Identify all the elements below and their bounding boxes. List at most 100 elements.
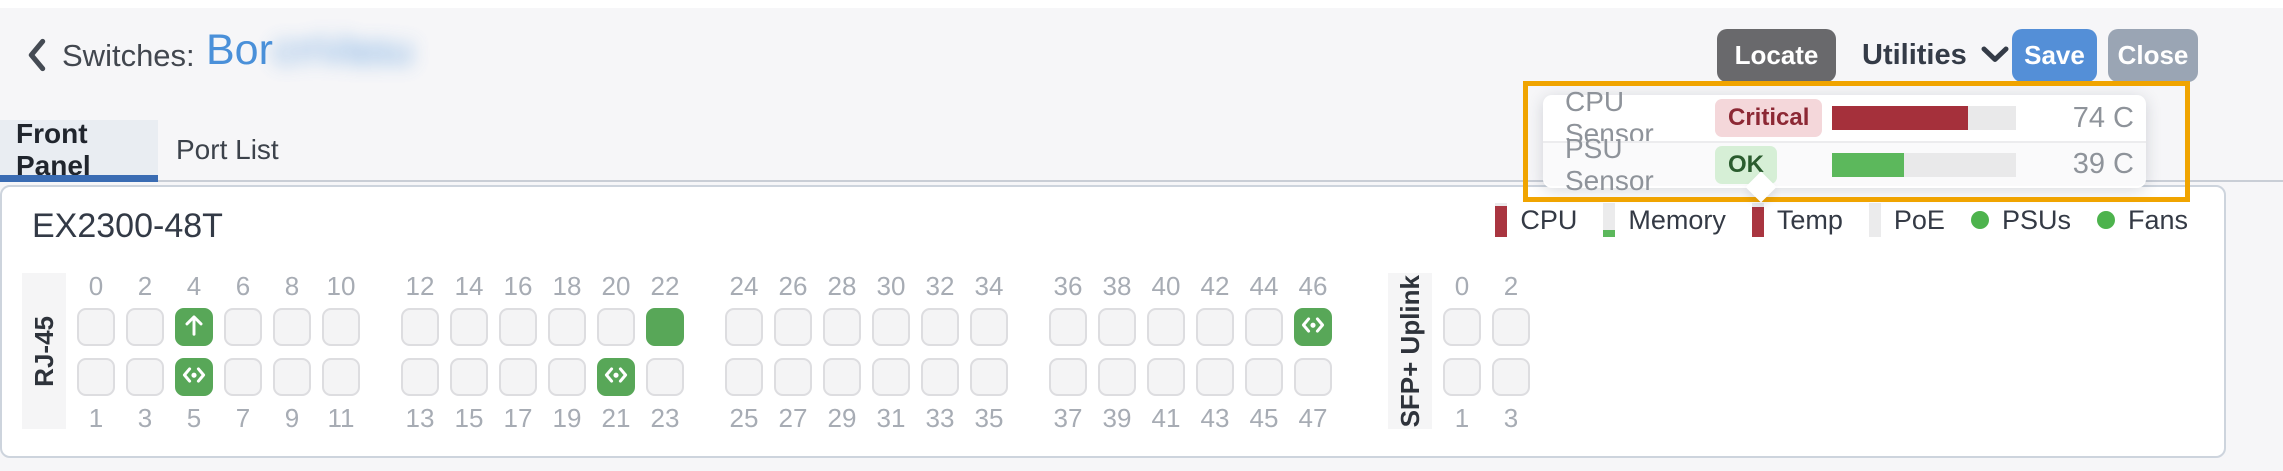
tab-front-panel[interactable]: Front Panel [0, 118, 158, 182]
rj45-port-11[interactable] [322, 358, 360, 396]
rj45-port-12[interactable] [401, 308, 439, 346]
legend-item-poe[interactable]: PoE [1868, 203, 1945, 237]
rj45-port-23[interactable] [646, 358, 684, 396]
port-number: 31 [876, 403, 906, 433]
rj45-port-25[interactable] [725, 358, 763, 396]
port-number: 1 [88, 403, 104, 433]
rj45-port-27[interactable] [774, 358, 812, 396]
port-number: 20 [601, 271, 631, 301]
rj45-port-20[interactable] [597, 308, 635, 346]
port-number: 38 [1102, 271, 1132, 301]
rj45-port-9[interactable] [273, 358, 311, 396]
port-number: 29 [827, 403, 857, 433]
top-strip [0, 0, 2283, 8]
port-number: 39 [1102, 403, 1132, 433]
rj45-port-2[interactable] [126, 308, 164, 346]
rj45-port-32[interactable] [921, 308, 959, 346]
rj45-port-30[interactable] [872, 308, 910, 346]
rj45-port-13[interactable] [401, 358, 439, 396]
port-number: 13 [405, 403, 435, 433]
rj45-port-43[interactable] [1196, 358, 1234, 396]
port-number: 0 [88, 271, 104, 301]
port-column: 10 11 [322, 273, 360, 431]
port-number: 3 [137, 403, 153, 433]
rj45-port-41[interactable] [1147, 358, 1185, 396]
port-number: 43 [1200, 403, 1230, 433]
sfp-port-3[interactable] [1492, 358, 1530, 396]
rj45-port-17[interactable] [499, 358, 537, 396]
port-column: 14 15 [450, 273, 488, 431]
rj45-port-18[interactable] [548, 308, 586, 346]
rj45-port-16[interactable] [499, 308, 537, 346]
back-button[interactable] [24, 38, 50, 72]
locate-button[interactable]: Locate [1717, 29, 1836, 82]
rj45-port-6[interactable] [224, 308, 262, 346]
rj45-port-39[interactable] [1098, 358, 1136, 396]
tab-port-list[interactable]: Port List [176, 134, 279, 165]
port-column: 16 17 [499, 273, 537, 431]
rj45-port-24[interactable] [725, 308, 763, 346]
rj45-port-26[interactable] [774, 308, 812, 346]
sfp-port-0[interactable] [1443, 308, 1481, 346]
status-dot-icon [2096, 211, 2115, 229]
port-number: 1 [1454, 403, 1470, 433]
rj45-port-40[interactable] [1147, 308, 1185, 346]
close-button[interactable]: Close [2108, 29, 2198, 82]
port-column: 22 23 [646, 273, 684, 431]
rj45-port-3[interactable] [126, 358, 164, 396]
legend-item-temp[interactable]: Temp [1751, 203, 1843, 237]
rj45-port-19[interactable] [548, 358, 586, 396]
legend-item-psus[interactable]: PSUs [1970, 205, 2071, 236]
rj45-port-46[interactable] [1294, 308, 1332, 346]
rj45-port-14[interactable] [450, 308, 488, 346]
rj45-port-44[interactable] [1245, 308, 1283, 346]
rj45-port-36[interactable] [1049, 308, 1087, 346]
sfp-port-1[interactable] [1443, 358, 1481, 396]
port-number: 4 [186, 271, 202, 301]
port-column: 30 31 [872, 273, 910, 431]
port-number: 35 [974, 403, 1004, 433]
rj45-port-31[interactable] [872, 358, 910, 396]
legend-item-memory[interactable]: Memory [1603, 203, 1726, 237]
legend-item-cpu[interactable]: CPU [1495, 203, 1577, 237]
legend-item-fans[interactable]: Fans [2096, 205, 2188, 236]
rj45-port-0[interactable] [77, 308, 115, 346]
rj45-port-7[interactable] [224, 358, 262, 396]
port-number: 37 [1053, 403, 1083, 433]
rj45-port-45[interactable] [1245, 358, 1283, 396]
gauge-bar-icon [1603, 203, 1616, 237]
port-number: 19 [552, 403, 582, 433]
port-number: 6 [235, 271, 251, 301]
gauge-bar-icon [1868, 203, 1881, 237]
utilities-menu-button[interactable]: Utilities [1862, 29, 2009, 82]
rj45-port-42[interactable] [1196, 308, 1234, 346]
switch-model-title: EX2300-48T [32, 207, 223, 245]
save-button[interactable]: Save [2012, 29, 2097, 82]
legend-label: CPU [1520, 204, 1578, 235]
rj45-port-35[interactable] [970, 358, 1008, 396]
rj45-port-28[interactable] [823, 308, 861, 346]
rj45-port-15[interactable] [450, 358, 488, 396]
rj45-port-37[interactable] [1049, 358, 1087, 396]
sfp-port-2[interactable] [1492, 308, 1530, 346]
rj45-port-5[interactable] [175, 358, 213, 396]
status-badge: Critical [1715, 99, 1823, 137]
rj45-port-10[interactable] [322, 308, 360, 346]
rj45-port-33[interactable] [921, 358, 959, 396]
rj45-port-29[interactable] [823, 358, 861, 396]
legend-label: PoE [1893, 204, 1945, 235]
rj45-port-4[interactable] [175, 308, 213, 346]
rj45-label-text: RJ-45 [28, 315, 59, 387]
rj45-port-34[interactable] [970, 308, 1008, 346]
rj45-port-21[interactable] [597, 358, 635, 396]
rj45-port-1[interactable] [77, 358, 115, 396]
rj45-port-38[interactable] [1098, 308, 1136, 346]
port-number: 44 [1249, 271, 1279, 301]
sensor-name: PSU Sensor [1565, 132, 1654, 196]
rj45-port-47[interactable] [1294, 358, 1332, 396]
breadcrumb[interactable]: Switches: [62, 38, 195, 73]
port-number: 14 [454, 271, 484, 301]
rj45-port-22[interactable] [646, 308, 684, 346]
rj45-port-8[interactable] [273, 308, 311, 346]
